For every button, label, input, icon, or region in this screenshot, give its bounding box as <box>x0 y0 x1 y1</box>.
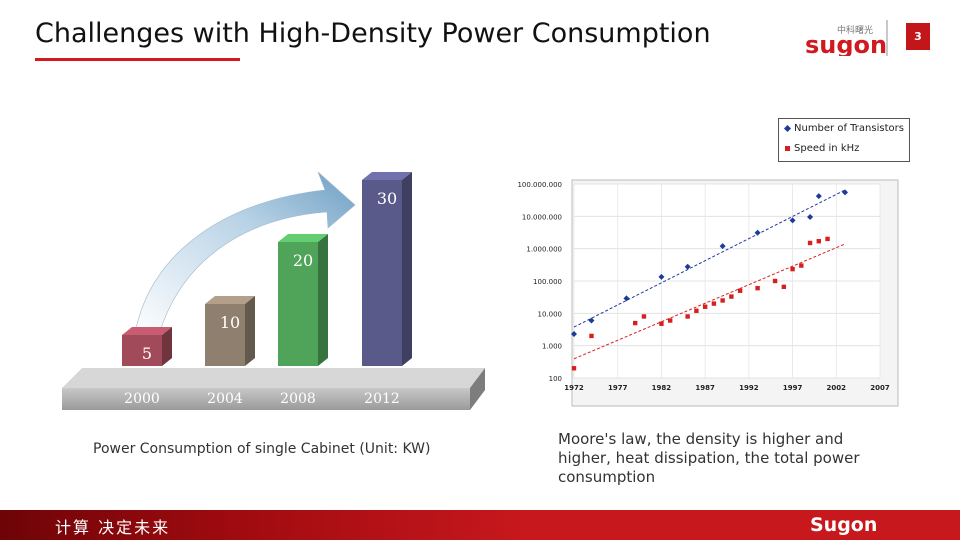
speed-point <box>825 236 830 242</box>
moore-chart-caption: Moore's law, the density is higher and h… <box>558 430 860 486</box>
chart-base-side <box>470 368 485 410</box>
y-tick-label: 1.000.000 <box>526 246 562 254</box>
transistor-point <box>815 193 822 200</box>
bar-2008-side <box>318 234 328 366</box>
x-tick-label: 1972 <box>564 384 584 392</box>
bar-value-label: 20 <box>293 251 313 270</box>
chart-base-front <box>62 388 470 410</box>
speed-point <box>711 301 717 306</box>
speed-point <box>694 308 699 313</box>
speed-point <box>720 298 725 303</box>
bar-2008-top <box>278 234 328 242</box>
x-tick-label: 1982 <box>652 384 672 392</box>
x-tick-label: 1977 <box>608 384 628 392</box>
speed-point <box>737 288 743 293</box>
logo-divider <box>886 20 888 56</box>
y-tick-label: 100.000.000 <box>517 181 562 189</box>
power-bar-chart: 5 2000 10 2004 20 2008 30 2012 <box>62 171 485 410</box>
speed-point <box>633 320 638 326</box>
footer-bar <box>0 510 960 540</box>
page-number-badge: 3 <box>906 23 930 50</box>
transistor-point <box>588 317 595 324</box>
speed-point <box>667 318 673 323</box>
growth-arrow <box>134 171 356 339</box>
y-tick-label: 1.000 <box>542 343 562 351</box>
speed-point <box>772 278 778 284</box>
speed-point <box>755 285 760 291</box>
transistor-point <box>719 243 726 250</box>
bar-2000-front <box>122 335 162 366</box>
bar-category-label: 2004 <box>207 391 243 407</box>
trend-line <box>573 189 846 328</box>
legend-item-transistors: Number of Transistors <box>783 123 904 134</box>
footer-logo: Sugon <box>810 514 878 536</box>
bar-2012-front <box>362 180 402 366</box>
moore-legend: Number of Transistors Speed in kHz <box>778 118 910 162</box>
diamond-marker-icon <box>783 124 792 132</box>
x-tick-label: 1997 <box>783 384 803 392</box>
moore-law-chart: 100 1.000 10.000 100.000 1.000.000 10.000.000… <box>517 179 899 407</box>
bar-2004-side <box>245 296 255 366</box>
bar-category-label: 2000 <box>124 391 160 407</box>
legend-label-speed: Speed in kHz <box>794 143 860 154</box>
transistor-point <box>754 229 761 236</box>
title-underline <box>35 58 240 61</box>
y-tick-label: 100 <box>549 375 562 383</box>
speed-point <box>589 333 594 339</box>
bar-2012-top <box>362 172 412 180</box>
transistor-point <box>658 273 665 280</box>
logo-en-text: sugon <box>805 31 887 56</box>
speed-point <box>781 284 787 290</box>
y-tick-label: 100.000 <box>533 278 562 286</box>
x-tick-label: 2002 <box>827 384 847 392</box>
transistor-point <box>571 330 577 337</box>
bar-category-label: 2012 <box>364 391 400 407</box>
speed-point <box>659 321 664 326</box>
square-marker-icon <box>785 145 790 151</box>
trend-line <box>573 243 846 360</box>
sugon-logo: 中科曙光 sugon <box>805 24 887 56</box>
speed-point <box>816 239 821 244</box>
y-tick-label: 10.000 <box>538 310 563 318</box>
bar-2004-front <box>205 304 245 366</box>
bar-2000-side <box>162 327 172 366</box>
transistor-point <box>807 214 814 221</box>
bar-value-label: 5 <box>142 344 152 363</box>
bar-2000-top <box>122 327 172 335</box>
bar-value-label: 30 <box>377 189 397 208</box>
bar-category-label: 2008 <box>280 391 316 407</box>
footer-slogan: 计算 决定未来 <box>55 518 171 537</box>
y-tick-label: 10.000.000 <box>522 213 562 221</box>
speed-point <box>641 314 647 319</box>
speed-point <box>571 366 577 371</box>
x-tick-label: 2007 <box>870 384 890 392</box>
transistor-point <box>842 189 849 196</box>
bar-chart-caption: Power Consumption of single Cabinet (Uni… <box>93 441 431 457</box>
transistor-point <box>684 263 691 270</box>
bar-2012-side <box>402 172 412 366</box>
transistor-point <box>623 295 630 302</box>
x-tick-label: 1992 <box>739 384 759 392</box>
bar-2008-front <box>278 242 318 366</box>
speed-point <box>799 263 804 268</box>
speed-point <box>702 304 708 309</box>
speed-point <box>807 240 813 246</box>
transistor-point <box>789 217 796 224</box>
speed-point <box>729 294 734 299</box>
legend-label-transistors: Number of Transistors <box>794 123 904 134</box>
bar-value-label: 10 <box>220 313 240 332</box>
speed-point <box>685 314 690 319</box>
logo-cn-text: 中科曙光 <box>837 24 873 36</box>
x-tick-label: 1987 <box>695 384 715 392</box>
slide-title: Challenges with High-Density Power Consu… <box>35 18 711 49</box>
legend-item-speed: Speed in kHz <box>785 143 859 154</box>
bar-2004-top <box>205 296 255 304</box>
speed-point <box>790 266 795 272</box>
chart-base-top <box>62 368 485 388</box>
